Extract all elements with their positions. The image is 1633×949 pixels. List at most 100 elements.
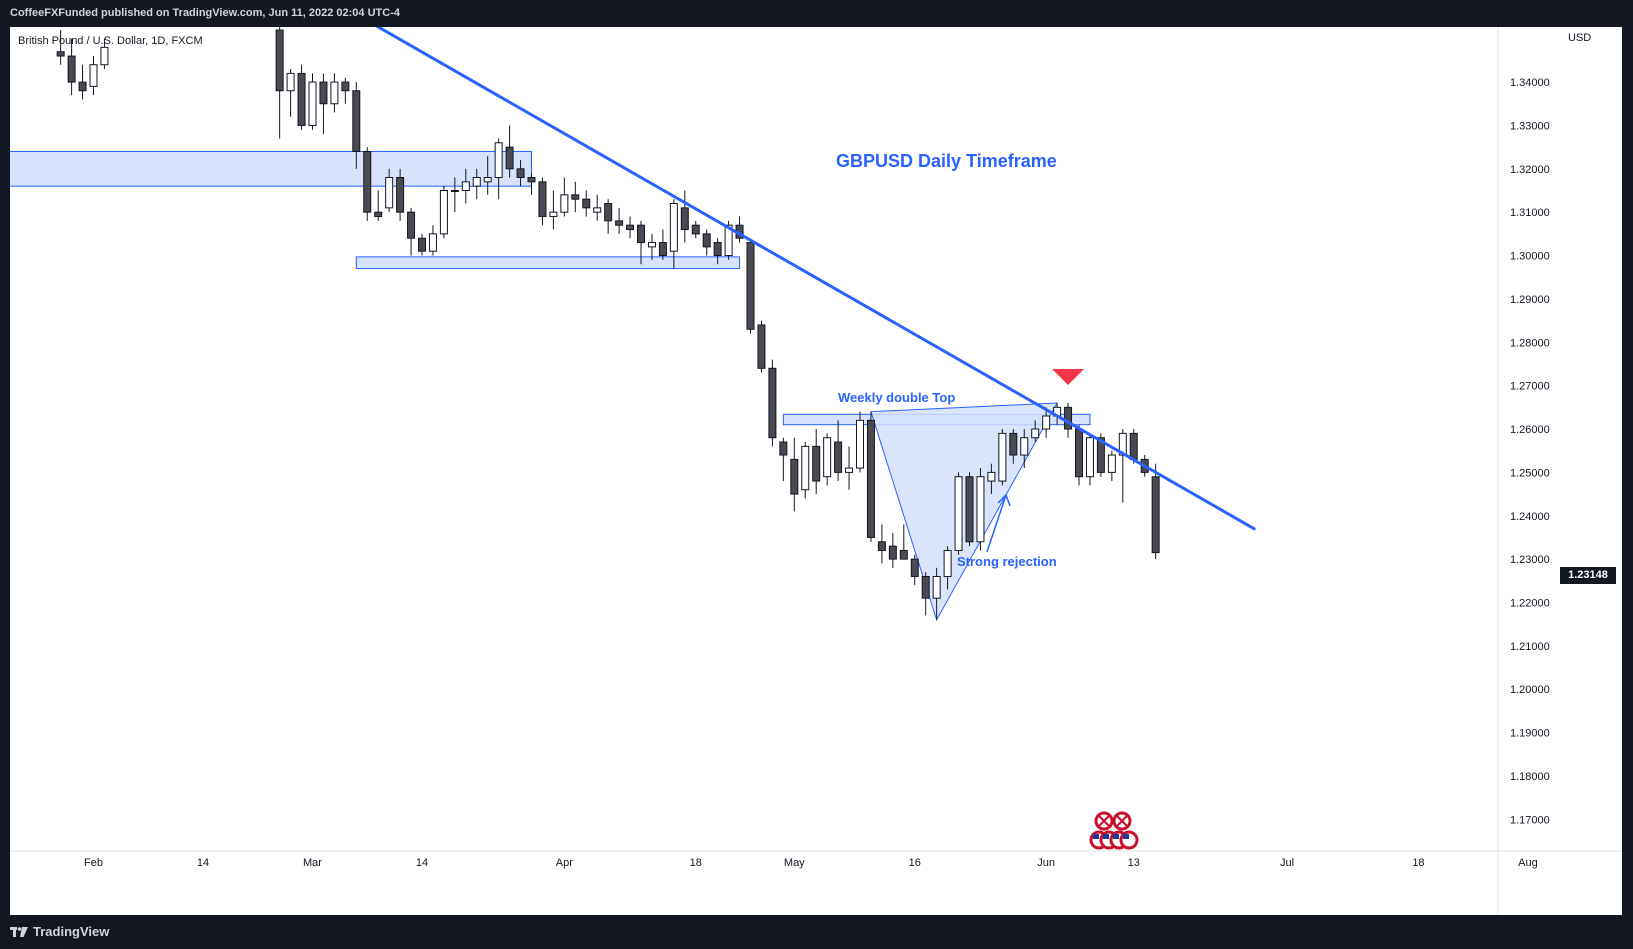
candle [954, 476, 963, 551]
sell-marker [1052, 368, 1085, 385]
candle [845, 467, 854, 473]
candle [658, 242, 667, 257]
x-tick-label: Mar [303, 857, 322, 869]
candle [757, 324, 766, 369]
candle [78, 81, 87, 92]
rejection-arrow [986, 494, 1007, 553]
candle [987, 471, 996, 482]
candle [965, 476, 974, 543]
candle [1085, 437, 1094, 478]
y-tick-label: 1.20000 [1510, 684, 1550, 696]
candle [1151, 476, 1160, 554]
candle [341, 81, 350, 92]
last-price-tag: 1.23148 [1560, 567, 1616, 584]
candle [483, 176, 492, 183]
candle [319, 81, 328, 105]
candle [866, 419, 875, 538]
candle [669, 203, 678, 252]
rejection-arrowhead [997, 493, 1011, 507]
candle [779, 441, 788, 456]
y-tick-label: 1.26000 [1510, 424, 1550, 436]
candle [899, 549, 908, 560]
chart-title: GBPUSD Daily Timeframe [836, 151, 1057, 171]
us-event-canton [1103, 834, 1109, 839]
candle [286, 72, 295, 92]
candle [1064, 406, 1073, 430]
uk-event-cross [1115, 814, 1129, 828]
candle [560, 194, 569, 213]
candle [527, 176, 536, 183]
candle [801, 445, 810, 491]
x-tick-label: Feb [84, 857, 103, 869]
supply-zone-upper [10, 150, 532, 187]
tradingview-brand[interactable]: TradingView [10, 924, 109, 939]
candle [768, 367, 777, 439]
candle [604, 203, 613, 222]
candle [516, 168, 525, 178]
footer-bar: TradingView [0, 915, 1633, 949]
candle [275, 29, 284, 92]
candle [1031, 428, 1040, 439]
candle [976, 476, 985, 543]
y-tick-label: 1.17000 [1510, 814, 1550, 826]
candle [1096, 437, 1105, 473]
candle [615, 220, 624, 226]
candle [100, 46, 109, 66]
chart-frame[interactable]: 1.34000 1.33000 1.32000 1.31000 1.30000 1.290… [10, 27, 1622, 915]
support-zone-1.30 [355, 256, 741, 270]
us-event-canton [1093, 834, 1099, 839]
candle [330, 81, 339, 105]
candle [461, 181, 470, 191]
candle [538, 181, 547, 218]
candle [494, 142, 503, 178]
candle [472, 176, 481, 187]
candle [549, 211, 558, 218]
y-tick-label: 1.28000 [1510, 337, 1550, 349]
rejection-label: Strong rejection [957, 554, 1057, 569]
candle [834, 441, 843, 473]
candle [702, 233, 711, 248]
x-tick-label: 16 [909, 857, 921, 869]
x-tick-label: 14 [416, 857, 428, 869]
y-tick-label: 1.34000 [1510, 77, 1550, 89]
candle [428, 233, 437, 252]
symbol-label: British Pound / U.S. Dollar, 1D, FXCM [18, 35, 203, 47]
y-tick-label: 1.22000 [1510, 597, 1550, 609]
x-tick-label: May [784, 857, 805, 869]
y-tick-label: 1.33000 [1510, 120, 1550, 132]
candle [910, 558, 919, 577]
price-chart[interactable]: 1.34000 1.33000 1.32000 1.31000 1.30000 1.290… [10, 27, 1622, 915]
candle [856, 419, 864, 469]
candle [67, 55, 76, 83]
candle [1107, 454, 1116, 473]
candle [297, 72, 306, 126]
x-tick-label: 18 [690, 857, 702, 869]
candle [680, 207, 689, 231]
plot-area[interactable] [10, 27, 1256, 850]
candle [571, 194, 580, 200]
us-event-canton [1123, 834, 1129, 839]
y-tick-label: 1.31000 [1510, 207, 1550, 219]
downtrend-line [375, 27, 1256, 531]
candle [439, 189, 448, 235]
y-tick-label: 1.21000 [1510, 641, 1550, 653]
y-tick-label: 1.18000 [1510, 771, 1550, 783]
candle [921, 575, 930, 599]
candle [56, 51, 65, 57]
candle [505, 146, 514, 170]
candle [1020, 437, 1029, 456]
candle [746, 242, 755, 330]
candle [998, 432, 1007, 482]
candle [691, 224, 700, 235]
candle [823, 437, 832, 478]
y-tick-label: 1.27000 [1510, 381, 1550, 393]
x-tick-label: Apr [556, 857, 573, 869]
candle [593, 207, 602, 213]
footer-brand-text: TradingView [33, 924, 110, 939]
candle [943, 549, 952, 577]
x-tick-label: Aug [1518, 857, 1538, 869]
x-tick-label: 18 [1412, 857, 1424, 869]
x-tick-label: Jul [1280, 857, 1294, 869]
candle [713, 242, 722, 257]
candle [582, 198, 591, 209]
